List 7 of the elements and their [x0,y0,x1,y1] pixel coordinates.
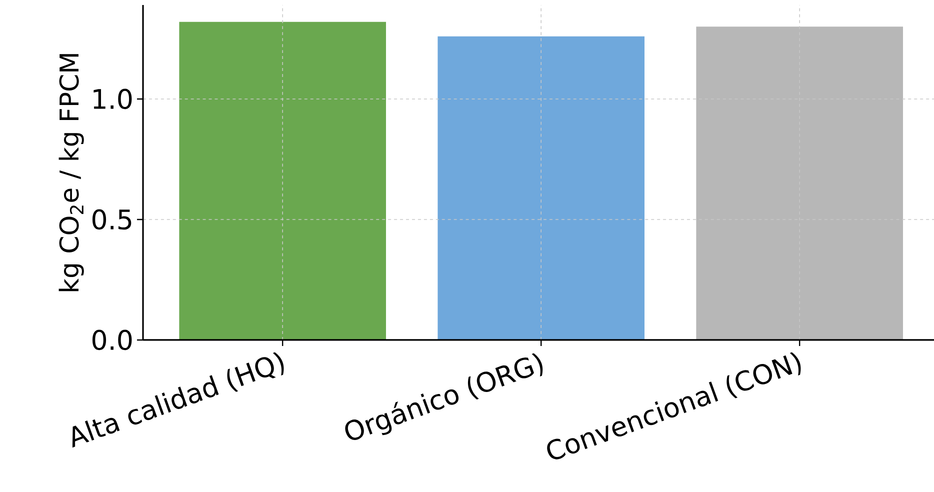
y-tick-label: 0.0 [92,330,132,350]
y-tick-label: 1.0 [94,88,132,110]
y-axis-title: kg CO$_{2}$e / kg FPCM [58,54,84,292]
bar [438,36,644,340]
y-tick-label: 0.5 [92,209,132,230]
bar [179,22,386,340]
bar [696,26,903,340]
